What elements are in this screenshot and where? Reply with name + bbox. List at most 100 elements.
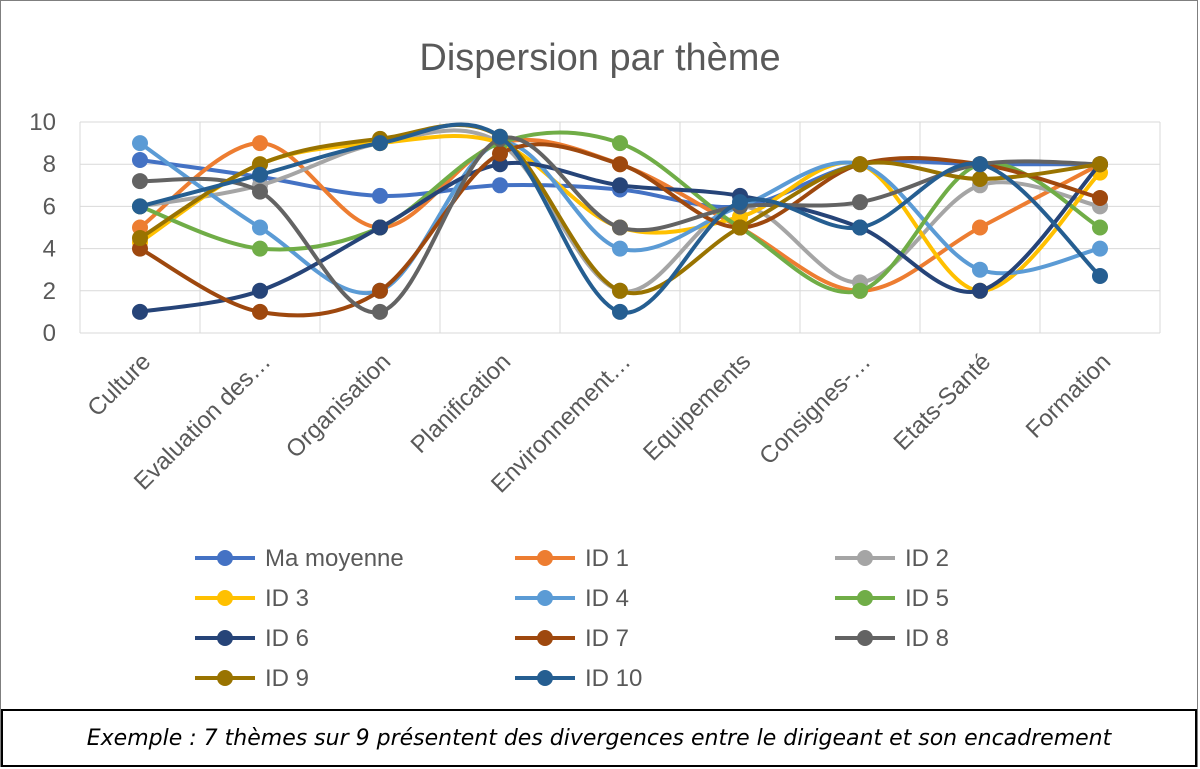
data-point [252,240,268,257]
legend-item: ID 6 [195,625,309,652]
y-tick-label: 10 [29,109,56,136]
data-point [1092,189,1108,206]
legend-label: ID 10 [585,665,642,692]
legend-item: ID 1 [515,545,629,572]
data-point [972,261,988,278]
series-line [138,130,1102,295]
data-point [972,219,988,236]
legend-item: Ma moyenne [195,545,404,572]
legend-swatch-marker [857,630,873,646]
data-point [972,282,988,299]
legend-swatch-marker [537,670,553,686]
data-point [372,303,388,320]
legend: Ma moyenne ID 1 ID 2 ID 3 ID 4 ID 5 ID 6 ID 7 ID… [195,545,949,692]
data-point [612,135,628,152]
data-point [612,240,628,257]
data-point [492,145,508,162]
y-tick-label: 0 [43,320,56,347]
series-line [138,135,1102,315]
data-point [612,156,628,173]
data-point [132,303,148,320]
data-point [972,170,988,187]
data-point [132,198,148,215]
data-point [852,219,868,236]
data-point [492,177,508,194]
x-tick-label: Equipements [638,348,756,466]
legend-swatch-marker [857,590,873,606]
legend-item: ID 2 [835,545,949,572]
x-tick-label: Formation [1021,348,1116,443]
legend-item: ID 10 [515,665,642,692]
data-point [132,135,148,152]
data-point [1092,268,1108,285]
data-point [1092,156,1108,173]
x-tick-label: Organisation [281,348,396,463]
x-tick-label: Planification [406,348,517,459]
legend-label: ID 2 [905,545,949,572]
series-group [132,122,1108,320]
data-point [732,194,748,211]
legend-swatch-marker [217,590,233,606]
legend-swatch-marker [537,630,553,646]
legend-label: ID 7 [585,625,629,652]
data-point [252,135,268,152]
data-point [1092,219,1108,236]
y-tick-label: 2 [43,278,56,305]
data-point [972,156,988,173]
data-point [612,177,628,194]
data-point [132,173,148,190]
x-tick-label: Consignes-… [754,348,876,470]
data-point [372,135,388,152]
y-axis: 0 2 4 6 8 10 [29,109,56,347]
data-point [252,303,268,320]
legend-swatch-marker [537,550,553,566]
y-tick-label: 8 [43,151,56,178]
data-point [252,166,268,183]
legend-swatch-marker [217,630,233,646]
legend-label: ID 9 [265,665,309,692]
data-point [132,151,148,168]
data-point [612,282,628,299]
data-point [492,128,508,145]
caption-text: Exemple : 7 thèmes sur 9 présentent des … [86,725,1112,751]
legend-swatch-marker [857,550,873,566]
legend-swatch-marker [217,550,233,566]
y-tick-label: 4 [43,236,56,263]
legend-label: ID 6 [265,625,309,652]
data-point [252,219,268,236]
legend-item: ID 5 [835,585,949,612]
legend-swatch-marker [537,590,553,606]
data-point [252,282,268,299]
legend-label: ID 4 [585,585,629,612]
data-point [1092,240,1108,257]
chart-title: Dispersion par thème [419,37,780,79]
data-point [612,303,628,320]
data-point [612,219,628,236]
caption-box: Exemple : 7 thèmes sur 9 présentent des … [1,709,1197,767]
data-point [372,219,388,236]
series-id-9 [132,123,1108,299]
legend-label: ID 1 [585,545,629,572]
series-line [138,141,1102,295]
legend-swatch-marker [217,670,233,686]
x-tick-label: Etats-Santé [888,348,996,456]
data-point [372,282,388,299]
series-id-10 [132,122,1108,320]
data-point [852,194,868,211]
data-point [852,156,868,173]
data-point [732,219,748,236]
y-tick-label: 6 [43,193,56,220]
legend-item: ID 4 [515,585,629,612]
legend-item: ID 8 [835,625,949,652]
legend-label: ID 5 [905,585,949,612]
data-point [252,183,268,200]
legend-item: ID 3 [195,585,309,612]
legend-item: ID 9 [195,665,309,692]
legend-label: Ma moyenne [265,545,404,572]
data-point [852,282,868,299]
data-point [132,230,148,247]
data-point [372,187,388,204]
legend-label: ID 3 [265,585,309,612]
